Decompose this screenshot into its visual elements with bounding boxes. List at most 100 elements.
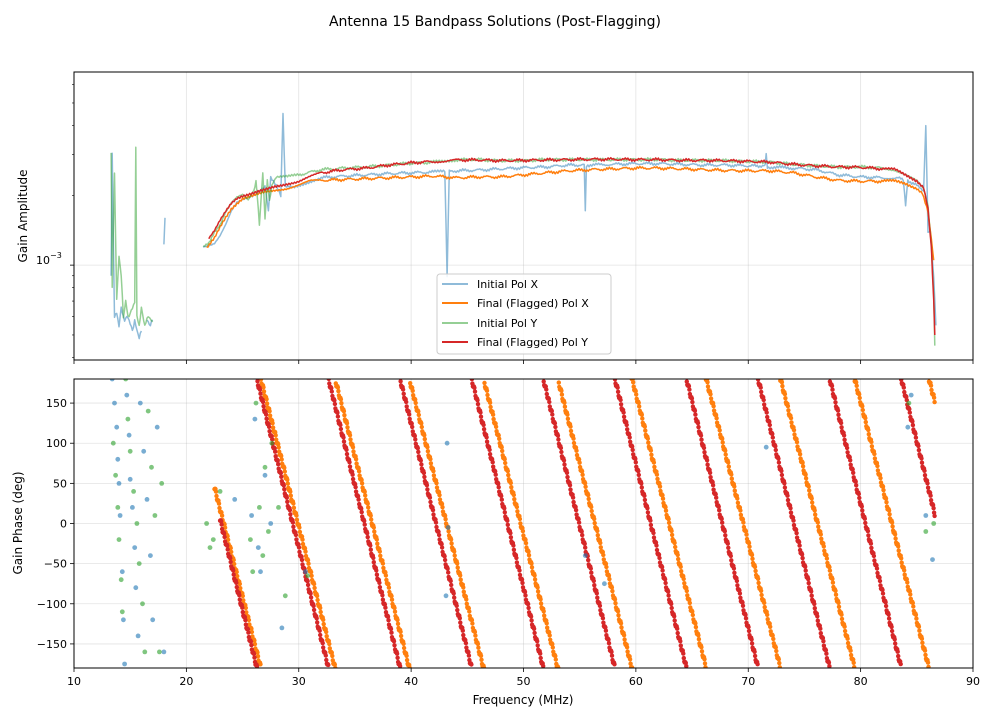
phase-point-final-flagged-pol-y	[228, 559, 233, 565]
phase-point-final-flagged-pol-y	[809, 593, 814, 598]
phase-point-final-flagged-pol-x	[794, 439, 800, 445]
phase-point-final-flagged-pol-y	[895, 649, 900, 654]
phase-point-final-flagged-pol-y	[299, 557, 305, 563]
phase-point-final-flagged-pol-y	[800, 555, 805, 561]
phase-point-final-flagged-pol-x	[699, 645, 704, 650]
phase-point-final-flagged-pol-x	[729, 472, 734, 477]
phase-point-initial-pol-x	[109, 379, 115, 382]
phase-point-final-flagged-pol-y	[875, 570, 880, 576]
phase-point-final-flagged-pol-x	[321, 621, 326, 627]
phase-point-final-flagged-pol-y	[615, 389, 621, 394]
phase-point-final-flagged-pol-y	[782, 485, 788, 490]
phase-point-final-flagged-pol-y	[687, 387, 692, 392]
phase-point-initial-pol-y	[140, 601, 145, 607]
phase-point-final-flagged-pol-y	[449, 582, 454, 588]
phase-point-final-flagged-pol-y	[541, 379, 546, 384]
phase-xtick-label: 70	[741, 675, 755, 688]
phase-point-final-flagged-pol-y	[353, 489, 359, 494]
phase-point-final-flagged-pol-x	[446, 529, 451, 534]
phase-point-final-flagged-pol-y	[859, 504, 864, 509]
phase-point-final-flagged-pol-y	[407, 416, 412, 422]
phase-point-final-flagged-pol-y	[418, 458, 423, 463]
phase-point-final-flagged-pol-x	[759, 592, 764, 598]
phase-point-final-flagged-pol-x	[866, 427, 871, 433]
phase-point-final-flagged-pol-x	[827, 564, 832, 570]
phase-point-final-flagged-pol-x	[693, 624, 699, 630]
phase-point-final-flagged-pol-y	[464, 645, 469, 650]
phase-point-final-flagged-pol-x	[413, 400, 418, 406]
phase-point-final-flagged-pol-x	[538, 601, 544, 606]
phase-point-final-flagged-pol-y	[656, 552, 662, 557]
phase-point-final-flagged-pol-x	[487, 400, 493, 405]
phase-point-final-flagged-pol-x	[636, 400, 641, 405]
phase-point-final-flagged-pol-x	[589, 504, 594, 510]
phase-point-final-flagged-pol-y	[219, 522, 224, 527]
phase-point-final-flagged-pol-y	[818, 626, 823, 631]
phase-point-final-flagged-pol-x	[893, 536, 898, 541]
phase-point-final-flagged-pol-x	[413, 397, 418, 402]
phase-point-final-flagged-pol-y	[565, 474, 570, 480]
phase-point-final-flagged-pol-x	[622, 637, 627, 642]
phase-point-final-flagged-pol-x	[765, 617, 770, 622]
phase-point-final-flagged-pol-y	[431, 512, 436, 517]
phase-point-final-flagged-pol-x	[851, 660, 856, 665]
phase-point-final-flagged-pol-y	[282, 487, 287, 492]
phase-point-final-flagged-pol-x	[699, 649, 705, 654]
phase-point-final-flagged-pol-y	[281, 483, 286, 488]
phase-point-final-flagged-pol-x	[833, 592, 839, 597]
phase-point-final-flagged-pol-y	[735, 583, 740, 588]
phase-point-final-flagged-pol-y	[803, 564, 808, 569]
phase-point-final-flagged-pol-y	[722, 529, 727, 534]
phase-point-final-flagged-pol-x	[783, 396, 788, 401]
phase-point-final-flagged-pol-y	[606, 637, 611, 642]
phase-point-final-flagged-pol-y	[651, 530, 656, 536]
phase-point-final-flagged-pol-x	[448, 537, 454, 542]
phase-point-final-flagged-pol-y	[625, 427, 630, 432]
phase-point-final-flagged-pol-y	[332, 401, 338, 407]
phase-point-final-flagged-pol-y	[740, 603, 746, 608]
phase-point-final-flagged-pol-y	[368, 547, 373, 552]
phase-point-final-flagged-pol-y	[925, 485, 931, 490]
phase-point-final-flagged-pol-x	[800, 460, 805, 465]
phase-point-final-flagged-pol-x	[291, 501, 296, 506]
phase-point-final-flagged-pol-x	[300, 537, 305, 542]
phase-point-final-flagged-pol-x	[279, 453, 284, 459]
phase-point-final-flagged-pol-y	[419, 462, 424, 467]
phase-point-final-flagged-pol-x	[383, 573, 389, 578]
phase-point-final-flagged-pol-y	[451, 591, 456, 596]
phase-point-final-flagged-pol-y	[910, 422, 916, 428]
phase-point-final-flagged-pol-y	[723, 533, 728, 538]
phase-point-final-flagged-pol-x	[902, 568, 907, 573]
phase-point-final-flagged-pol-y	[514, 560, 520, 565]
phase-point-final-flagged-pol-x	[244, 610, 249, 615]
phase-ytick-label: 150	[46, 397, 67, 410]
phase-point-final-flagged-pol-x	[797, 452, 803, 457]
phase-point-final-flagged-pol-y	[374, 572, 380, 577]
phase-point-final-flagged-pol-y	[445, 566, 450, 571]
phase-point-final-flagged-pol-x	[398, 633, 404, 639]
phase-point-final-flagged-pol-x	[678, 564, 683, 569]
phase-point-final-flagged-pol-y	[257, 387, 263, 392]
phase-point-final-flagged-pol-x	[291, 505, 297, 510]
phase-point-final-flagged-pol-y	[517, 568, 522, 573]
phase-point-final-flagged-pol-x	[637, 404, 642, 409]
phase-point-final-flagged-pol-y	[389, 630, 394, 635]
phase-point-final-flagged-pol-y	[830, 387, 835, 392]
phase-point-final-flagged-pol-x	[472, 629, 478, 635]
phase-point-initial-pol-x	[144, 497, 150, 502]
phase-point-final-flagged-pol-y	[872, 558, 877, 563]
phase-point-final-flagged-pol-x	[928, 383, 934, 388]
phase-point-final-flagged-pol-y	[701, 445, 707, 451]
phase-point-final-flagged-pol-x	[506, 472, 511, 478]
phase-point-final-flagged-pol-x	[526, 553, 532, 558]
phase-point-final-flagged-pol-x	[374, 537, 379, 542]
phase-point-final-flagged-pol-y	[478, 414, 484, 419]
phase-point-final-flagged-pol-x	[532, 577, 538, 582]
phase-point-final-flagged-pol-y	[475, 401, 481, 407]
phase-point-final-flagged-pol-x	[819, 536, 824, 541]
phase-point-final-flagged-pol-x	[889, 520, 895, 525]
phase-point-final-flagged-pol-x	[619, 625, 624, 630]
phase-point-final-flagged-pol-y	[493, 469, 498, 474]
phase-point-final-flagged-pol-x	[479, 657, 484, 662]
